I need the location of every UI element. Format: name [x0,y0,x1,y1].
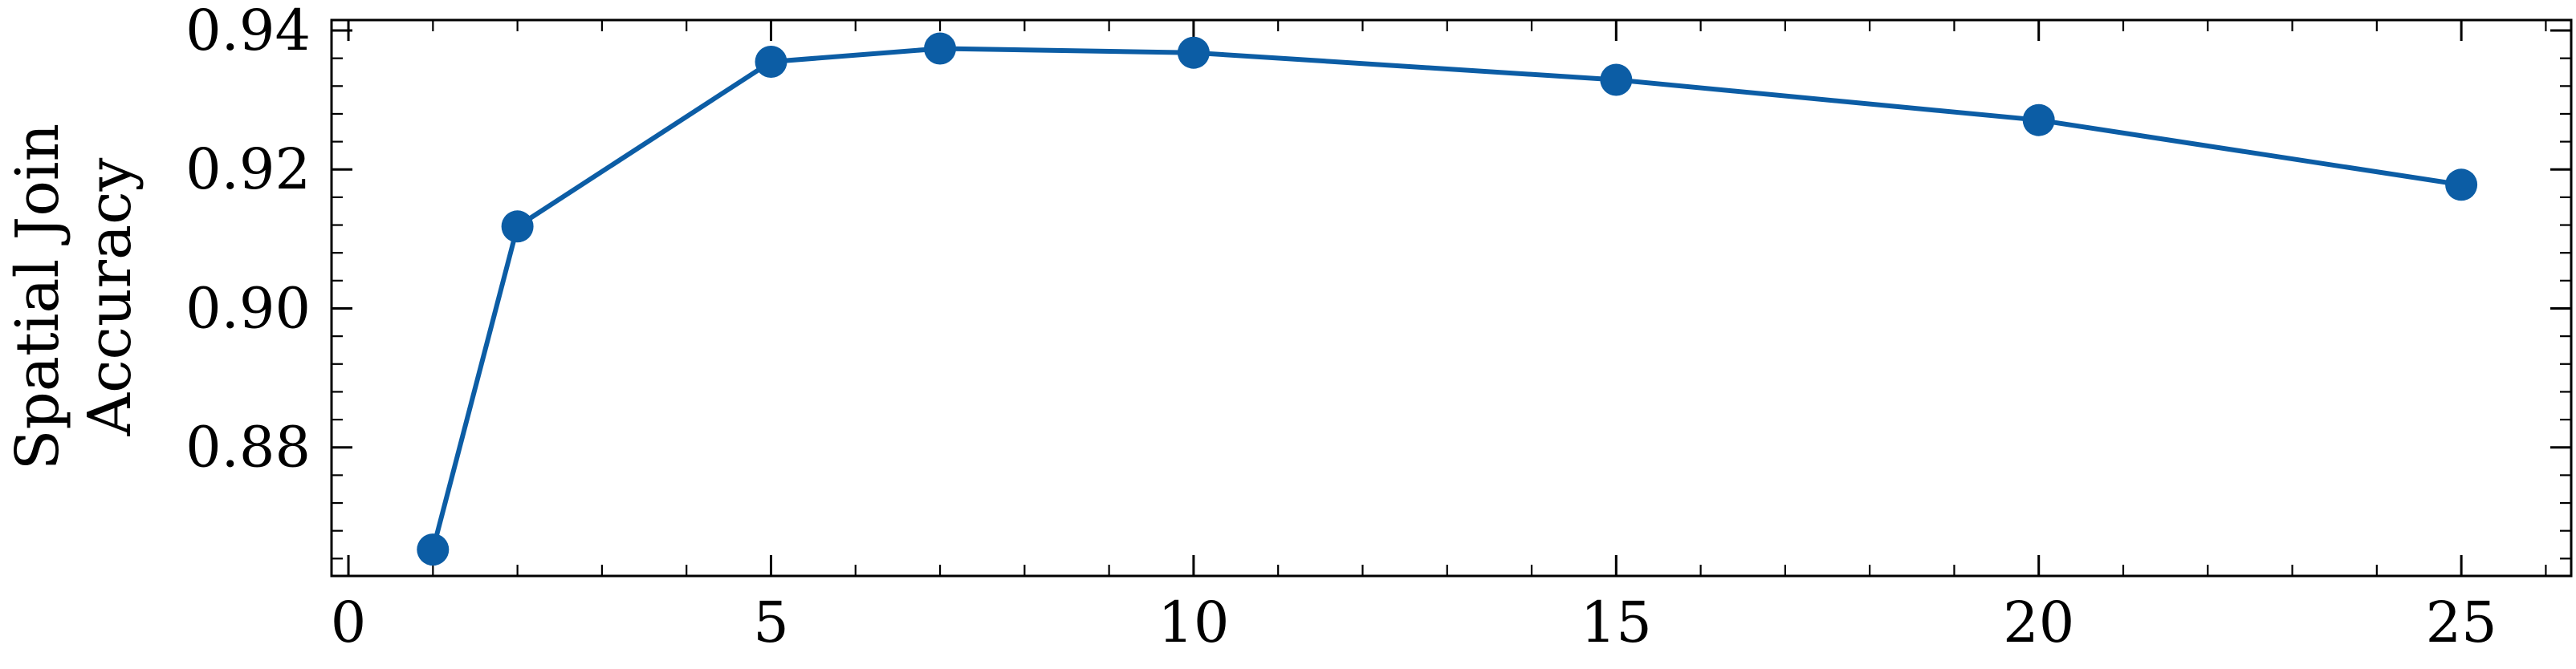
y-tick-label: 0.92 [185,136,311,202]
x-tick-label: 5 [753,590,789,655]
y-tick-label: 0.90 [185,275,311,341]
y-tick-label: 0.88 [185,415,311,480]
series-layer [417,32,2478,566]
data-point [2022,103,2055,136]
data-point [501,210,534,243]
x-tick-label: 20 [2003,590,2074,655]
series-line [430,46,2462,550]
axis-ticks [332,20,2571,576]
plot-frame [330,18,2573,578]
y-tick-label: 0.94 [185,0,311,63]
data-point [924,32,956,65]
data-point [417,533,450,566]
tick-labels: 0 5 10 15 20 25 0.88 0.90 0.92 0.94 [185,0,2497,655]
data-point [2445,168,2478,201]
x-tick-label: 0 [331,590,367,655]
x-tick-label: 25 [2426,590,2497,655]
data-point [1177,36,1210,69]
y-axis-title-line-2: Accuracy [75,157,144,436]
data-point [1600,63,1633,96]
y-axis-title: Spatial Join Accuracy [3,124,144,470]
data-point [755,46,787,78]
y-axis-title-line-1: Spatial Join [3,124,72,470]
x-tick-label: 15 [1581,590,1652,655]
x-tick-label: 10 [1158,590,1229,655]
